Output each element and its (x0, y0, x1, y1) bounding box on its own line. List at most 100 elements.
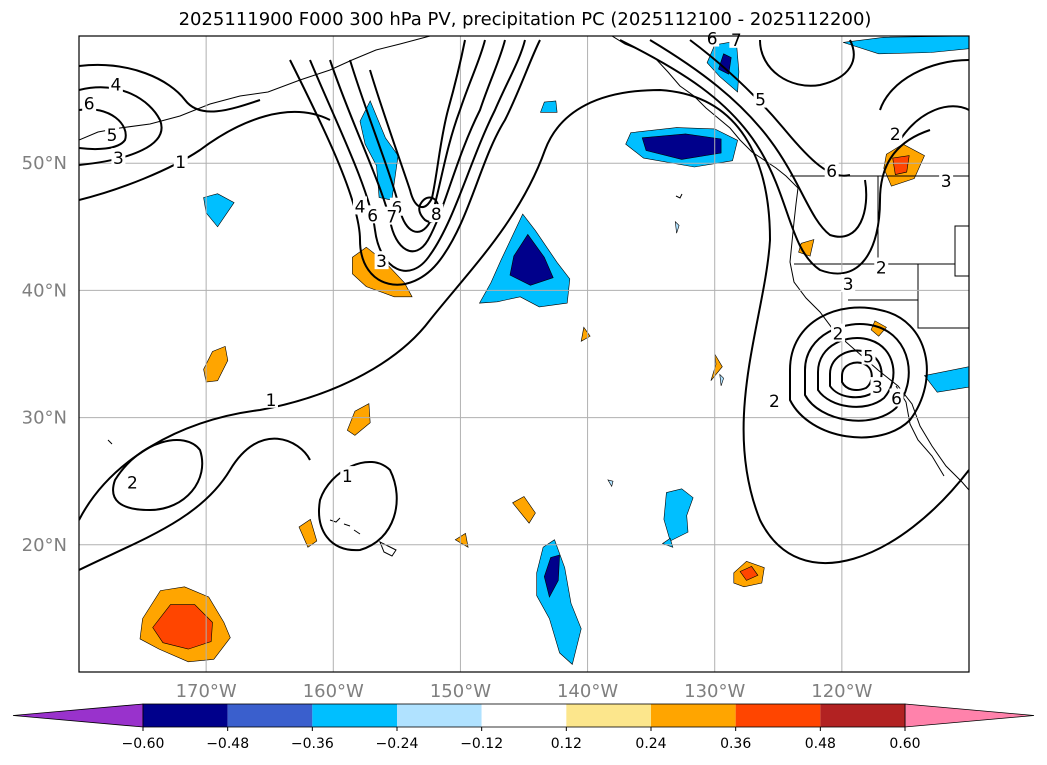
pv-contour-label: 3 (843, 275, 854, 295)
precip-region (512, 496, 536, 524)
contour-label-bg (365, 205, 380, 224)
contour-label-bg (753, 89, 768, 108)
contour-label-bg (870, 377, 885, 396)
precip-region (509, 233, 554, 286)
colorbar: −0.60 −0.48 −0.36 −0.24 −0.12 0.12 0.24 0.36 0.4… (12, 703, 1035, 752)
chart-title: 2025111900 F000 300 hPa PV, precipitatio… (179, 9, 872, 30)
colorbar-segment (566, 704, 651, 727)
colorbar-tick-label: −0.48 (206, 736, 249, 752)
pv-contour-cutoff-low-1 (789, 306, 928, 439)
pv-contour-west-1 (79, 64, 261, 113)
pv-contour-label: 5 (863, 348, 874, 368)
contour-label-bg (125, 472, 140, 491)
contour-label-bg (105, 125, 120, 144)
contour-label-bg (340, 466, 355, 485)
precip-region (641, 133, 722, 160)
contour-label-bg (831, 323, 846, 342)
contour-label-bg (429, 204, 444, 223)
colorbar-outline (142, 703, 906, 728)
precip-region (843, 36, 969, 55)
contour-label-bg (874, 257, 889, 276)
map-frame (78, 35, 970, 673)
precip-region (870, 320, 887, 337)
colorbar-tick-label: 0.12 (551, 736, 582, 752)
precip-region (719, 373, 724, 386)
x-tick-label: 170°W (176, 681, 237, 702)
y-tick-label: 50°N (22, 153, 67, 174)
pv-contour-northeast (759, 39, 969, 141)
colorbar-segment (227, 704, 313, 727)
contour-label-bg (861, 346, 876, 365)
precip-region (346, 403, 371, 436)
x-tick-label: 140°W (557, 681, 618, 702)
map-background (79, 36, 969, 672)
pv-contour-label: 4 (110, 75, 121, 95)
y-tick-label: 20°N (22, 535, 67, 556)
precip-region (710, 353, 723, 381)
precip-region (298, 518, 318, 548)
contour-label-bg (841, 274, 856, 293)
colorbar-tick-label: −0.36 (291, 736, 334, 752)
coastline-alaska (79, 36, 431, 141)
contour-label-bg (374, 251, 389, 270)
precipitation-layer (139, 36, 969, 665)
colorbar-segment (820, 704, 905, 727)
pv-contour-cutoff-low-4 (829, 349, 883, 399)
pv-contour-label: 3 (872, 378, 883, 398)
pv-contour-label: 6 (826, 162, 837, 182)
pv-contour-labels: 465314667831126756232325362 (82, 28, 954, 493)
precip-region (543, 554, 560, 598)
pv-contour-label: 1 (342, 467, 353, 487)
pv-contour-label: 3 (941, 172, 952, 192)
colorbar-segment (651, 704, 736, 727)
colorbar-tick-label: −0.60 (122, 736, 165, 752)
pv-contour-label: 6 (891, 390, 902, 410)
x-tick-label: 120°W (811, 681, 872, 702)
contour-label-bg (108, 74, 123, 93)
x-tick-label: 130°W (684, 681, 745, 702)
pv-contour-label: 8 (431, 205, 442, 225)
contour-label-bg (82, 93, 97, 112)
contour-label-bg (767, 391, 782, 410)
x-tick-label: 150°W (430, 681, 491, 702)
precip-region (892, 155, 910, 175)
pv-contour-1-north (79, 111, 331, 201)
pv-contour-trough-1 (289, 39, 541, 286)
pv-contour-label: 5 (107, 126, 118, 146)
colorbar-tick-label: 0.36 (720, 736, 751, 752)
precip-region (663, 488, 694, 542)
contour-label-bg (352, 196, 367, 215)
pv-contour-label: 6 (367, 206, 378, 226)
contour-label-bg (729, 29, 744, 48)
colorbar-tick-label: 0.24 (635, 736, 666, 752)
pv-contour-east-ridge-2 (649, 39, 868, 238)
pv-contour-label: 2 (890, 125, 901, 145)
axis-tick-labels: 170°W 160°W 150°W 140°W 130°W 120°W 20°N 30°N 40… (22, 153, 873, 702)
pv-contour-label: 7 (731, 31, 742, 51)
precip-region (923, 366, 969, 393)
pv-contour-cutoff-low-3 (817, 337, 895, 408)
colorbar-tick-label: 0.60 (889, 736, 920, 752)
pv-contour-east-ridge-1 (619, 39, 931, 275)
contour-label-bg (824, 160, 839, 179)
contour-label-bg (111, 148, 126, 167)
colorbar-segment (481, 704, 567, 727)
colorbar-extend-min (12, 703, 144, 728)
map-panel: 465314667831126756232325362 (78, 28, 970, 673)
pv-contour-2-loop (112, 439, 204, 512)
pv-contour-cutoff-low-2 (804, 323, 910, 422)
pv-contour-label: 2 (876, 259, 887, 279)
colorbar-segment (397, 704, 482, 727)
colorbar-segment (735, 704, 821, 727)
pv-contour-label: 1 (266, 391, 277, 411)
y-tick-label: 40°N (22, 280, 67, 301)
pv-contour-label: 7 (386, 208, 397, 228)
pv-contour-label: 5 (755, 91, 766, 111)
pv-contour-trough-3 (329, 39, 506, 253)
pv-contour-label: 3 (376, 252, 387, 272)
coastline-islands (107, 193, 683, 557)
precip-region (739, 566, 759, 581)
pv-contour-label: 6 (84, 94, 95, 114)
colorbar-tick-label: −0.24 (376, 736, 419, 752)
